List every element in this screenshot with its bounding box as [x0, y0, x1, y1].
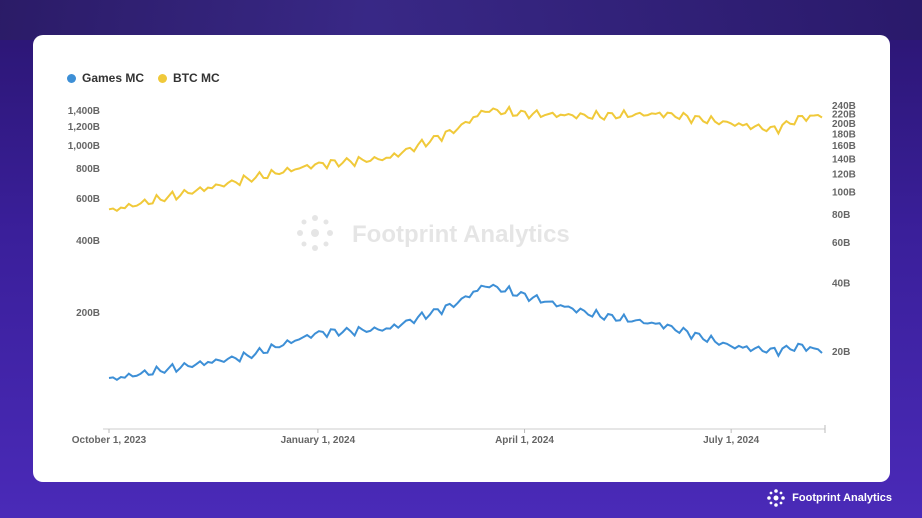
x-tick-label: January 1, 2024	[281, 435, 356, 446]
right-tick-label: 100B	[832, 188, 856, 199]
legend-item-games[interactable]: Games MC	[67, 71, 144, 85]
chart-legend: Games MC BTC MC	[67, 71, 220, 85]
right-tick-label: 160B	[832, 141, 856, 152]
right-tick-label: 240B	[832, 101, 856, 112]
watermark: Footprint Analytics	[297, 215, 570, 251]
right-tick-label: 180B	[832, 129, 856, 140]
left-tick-label: 600B	[76, 194, 100, 205]
series-line-games	[108, 283, 823, 381]
left-tick-label: 800B	[76, 164, 100, 175]
watermark-text: Footprint Analytics	[352, 221, 570, 248]
brand-name: Footprint Analytics	[792, 492, 892, 504]
right-tick-label: 40B	[832, 278, 850, 289]
right-tick-label: 140B	[832, 154, 856, 165]
left-tick-label: 1,000B	[68, 141, 100, 152]
left-axis: 200B 400B 600B 800B 1,000B 1,200B 1,400B	[68, 106, 100, 319]
legend-label-btc: BTC MC	[173, 71, 220, 85]
legend-item-btc[interactable]: BTC MC	[158, 71, 220, 85]
x-tick-label: July 1, 2024	[703, 435, 760, 446]
right-tick-label: 20B	[832, 347, 850, 358]
chart-card: Games MC BTC MC	[33, 35, 890, 482]
legend-label-games: Games MC	[82, 71, 145, 85]
legend-dot-btc	[158, 73, 168, 83]
series-line-btc	[108, 104, 823, 213]
x-tick-label: April 1, 2024	[495, 435, 554, 446]
right-axis: 20B 40B 60B 80B 100B 120B 140B 160B180B200B220B…	[832, 101, 856, 358]
right-tick-label: 80B	[832, 210, 850, 221]
legend-dot-games	[67, 73, 76, 83]
right-tick-label: 60B	[832, 238, 850, 249]
right-tick-label: 200B	[832, 119, 856, 130]
left-tick-label: 200B	[76, 308, 100, 319]
x-axis: October 1, 2023 January 1, 2024 April 1, 2…	[72, 425, 826, 446]
left-tick-label: 1,400B	[68, 106, 100, 117]
footprint-logo-icon	[767, 489, 785, 507]
brand-footer: Footprint Analytics	[766, 488, 892, 508]
background-banner	[0, 0, 922, 40]
right-tick-label: 220B	[832, 110, 856, 121]
left-tick-label: 1,200B	[68, 122, 100, 133]
right-tick-label: 120B	[832, 170, 856, 181]
x-tick-label: October 1, 2023	[72, 435, 147, 446]
left-tick-label: 400B	[76, 236, 100, 247]
